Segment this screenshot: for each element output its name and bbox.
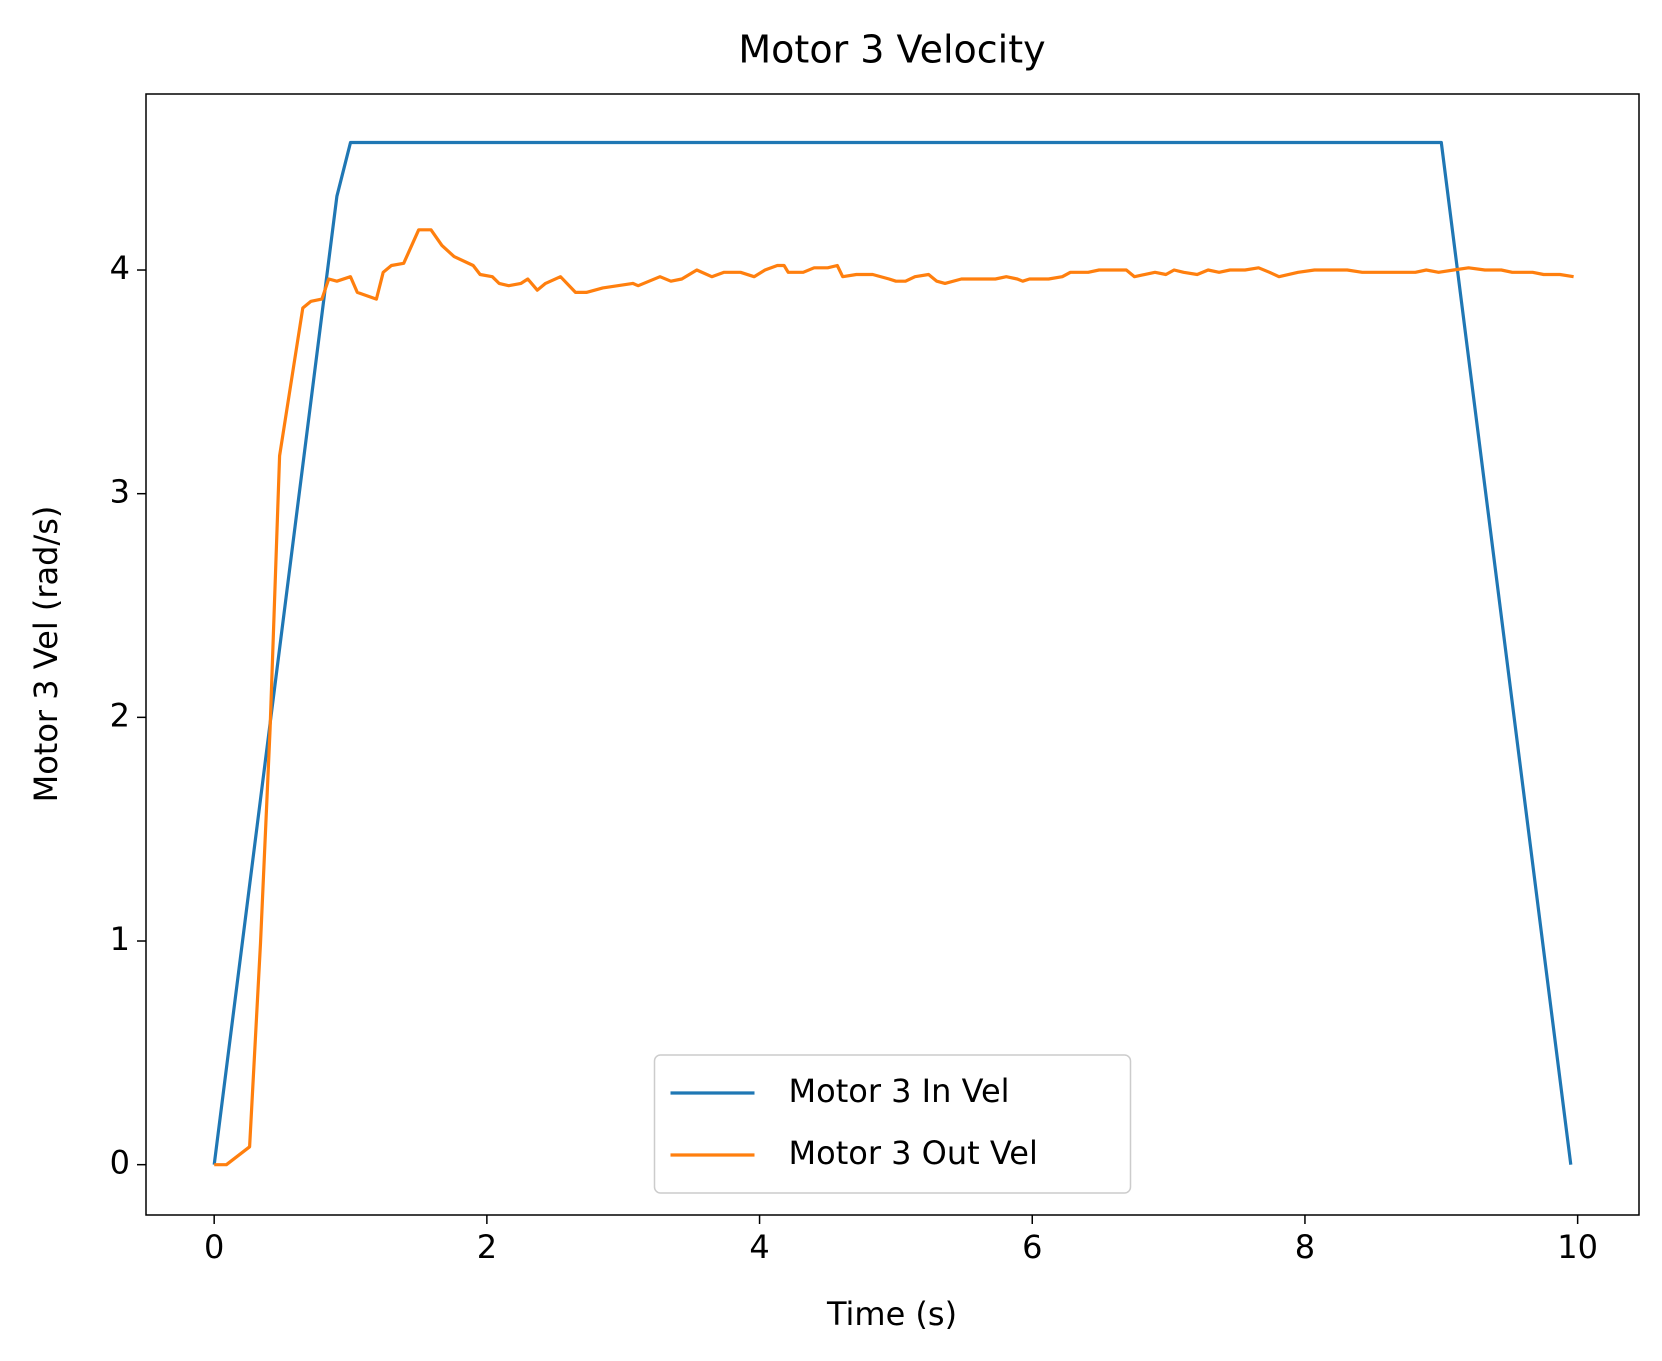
- x-axis-label: Time (s): [826, 1295, 957, 1333]
- legend-label: Motor 3 In Vel: [789, 1072, 1010, 1110]
- x-tick-label: 8: [1295, 1228, 1315, 1266]
- y-tick-label: 0: [110, 1144, 130, 1182]
- legend-box: [653, 1054, 1132, 1194]
- y-tick-label: 2: [110, 696, 130, 734]
- x-tick-label: 10: [1557, 1228, 1598, 1266]
- x-tick-label: 4: [749, 1228, 769, 1266]
- legend-label: Motor 3 Out Vel: [789, 1134, 1038, 1172]
- data-line: [214, 228, 1574, 1167]
- y-tick-label: 4: [110, 249, 130, 287]
- y-tick-label: 3: [110, 473, 130, 511]
- x-tick-label: 0: [204, 1228, 224, 1266]
- x-tick-label: 2: [477, 1228, 497, 1266]
- data-line: [212, 140, 1573, 1165]
- y-axis-label: Motor 3 Vel (rad/s): [27, 506, 65, 803]
- plot-frame: [145, 93, 1640, 1216]
- y-tick-label: 1: [110, 920, 130, 958]
- chart-title: Motor 3 Velocity: [738, 28, 1045, 72]
- x-tick-label: 6: [1022, 1228, 1042, 1266]
